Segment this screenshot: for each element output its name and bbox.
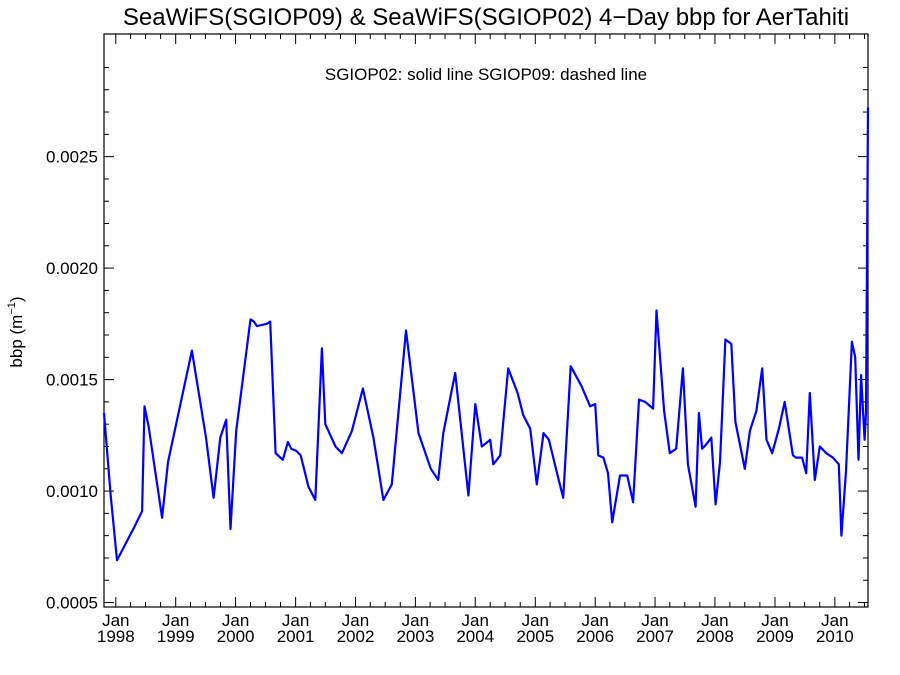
x-tick-year-label: 2009 <box>756 627 794 646</box>
x-tick-year-label: 2003 <box>396 627 434 646</box>
x-tick-year-label: 2002 <box>337 627 375 646</box>
series-layer <box>102 107 870 562</box>
y-axis-label-exponent: −1 <box>6 302 18 315</box>
plot-border <box>103 33 869 608</box>
x-tick-month-label: Jan <box>222 611 249 630</box>
x-tick-year-label: 1998 <box>97 627 135 646</box>
y-tick-label: 0.0020 <box>46 259 98 278</box>
y-tick-label: 0.0025 <box>46 148 98 167</box>
x-tick-year-label: 2007 <box>636 627 674 646</box>
series-legend-note: SGIOP02: solid line SGIOP09: dashed line <box>325 65 647 84</box>
axis-ticks <box>104 34 868 607</box>
x-tick-year-label: 2000 <box>217 627 255 646</box>
x-tick-month-label: Jan <box>641 611 668 630</box>
x-tick-month-label: Jan <box>342 611 369 630</box>
x-tick-month-label: Jan <box>522 611 549 630</box>
x-tick-month-label: Jan <box>701 611 728 630</box>
y-tick-label: 0.0015 <box>46 371 98 390</box>
x-tick-year-label: 2006 <box>576 627 614 646</box>
x-tick-month-label: Jan <box>402 611 429 630</box>
y-tick-label: 0.0005 <box>46 594 98 613</box>
x-tick-month-label: Jan <box>581 611 608 630</box>
x-tick-month-label: Jan <box>821 611 848 630</box>
y-tick-label: 0.0010 <box>46 482 98 501</box>
x-tick-year-label: 2004 <box>456 627 494 646</box>
tick-labels: 0.00050.00100.00150.00200.0025Jan1998Jan… <box>46 148 854 646</box>
chart-title: SeaWiFS(SGIOP09) & SeaWiFS(SGIOP02) 4−Da… <box>123 4 849 31</box>
x-tick-year-label: 2010 <box>816 627 854 646</box>
x-tick-year-label: 1999 <box>157 627 195 646</box>
x-tick-month-label: Jan <box>462 611 489 630</box>
x-tick-year-label: 2005 <box>516 627 554 646</box>
x-tick-month-label: Jan <box>761 611 788 630</box>
x-tick-year-label: 2001 <box>277 627 315 646</box>
series-line-sgiop02 <box>102 107 870 562</box>
x-tick-month-label: Jan <box>282 611 309 630</box>
plot-frame <box>103 33 869 608</box>
x-tick-year-label: 2008 <box>696 627 734 646</box>
y-axis-label-close: ) <box>7 296 26 302</box>
x-tick-month-label: Jan <box>162 611 189 630</box>
x-tick-month-label: Jan <box>102 611 129 630</box>
y-axis-label: bbp (m−1) <box>6 296 26 367</box>
y-axis-label-text: bbp (m <box>7 315 26 368</box>
